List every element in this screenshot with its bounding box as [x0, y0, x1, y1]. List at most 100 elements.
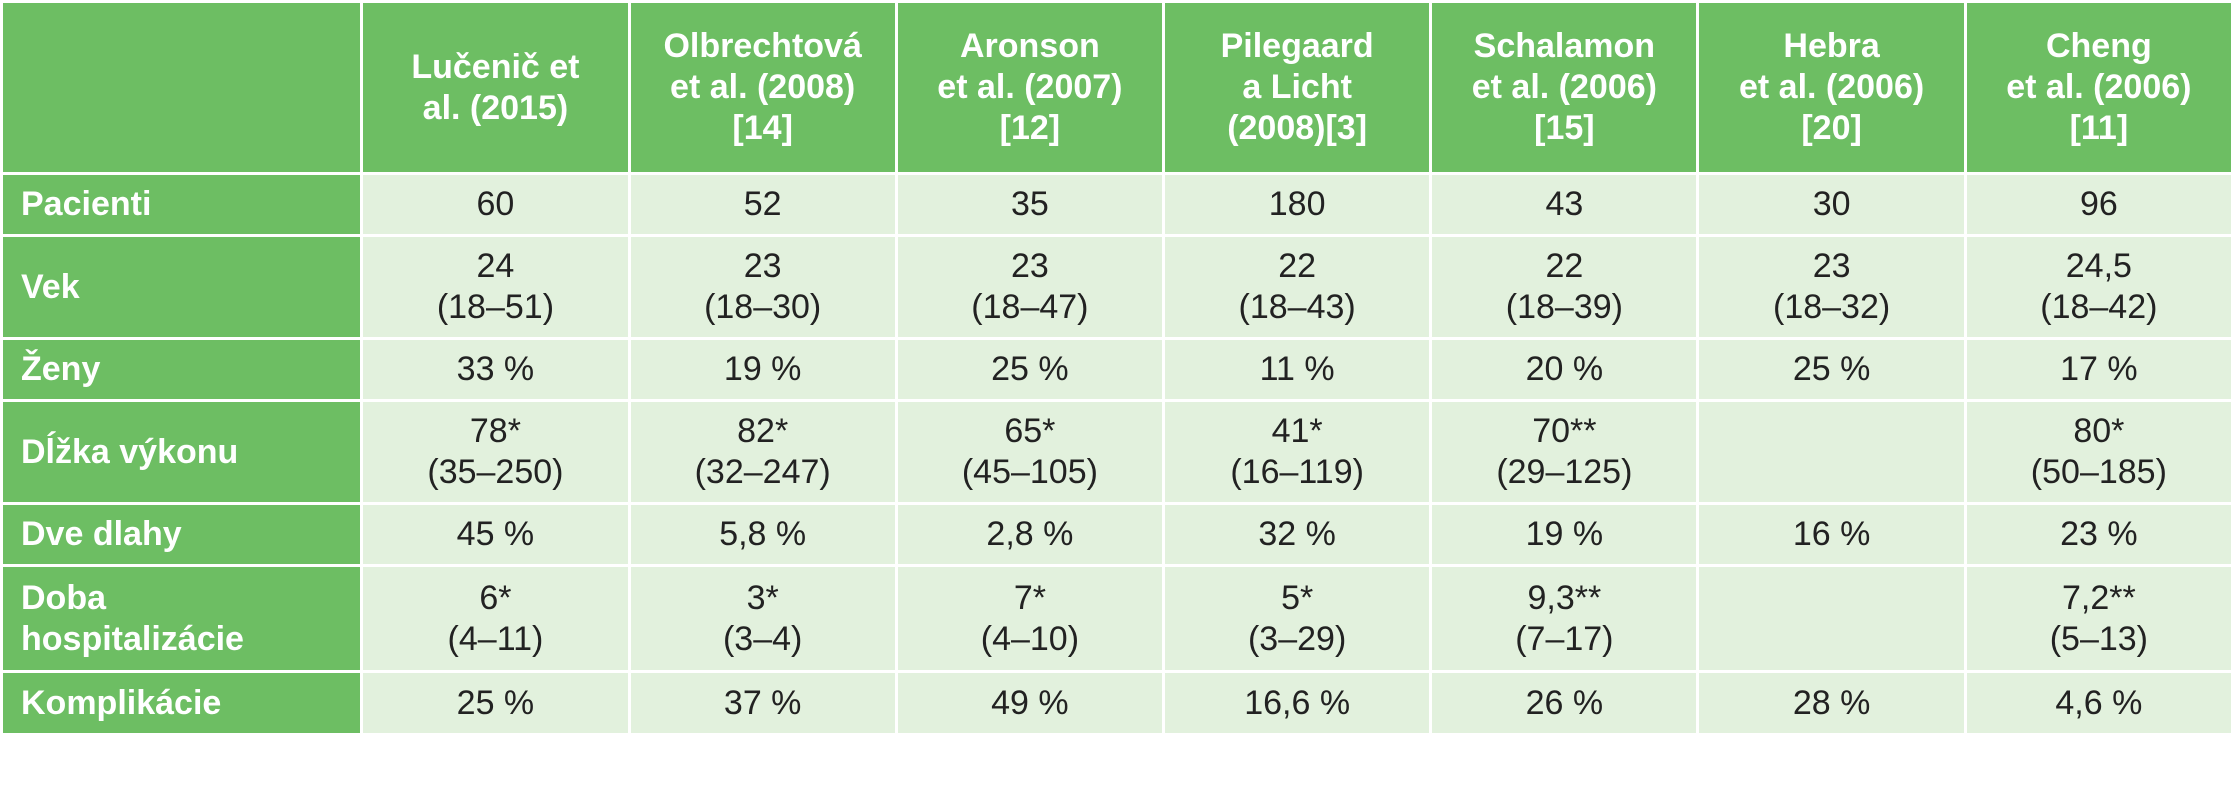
cell-value: 23 % [2060, 515, 2138, 553]
table-row: Vek 24 (18–51) 23 (18–30) 23 (18–47) 22 (18–… [0, 234, 2234, 340]
cell-value: 20 % [1525, 350, 1604, 388]
table-cell: 37 % [627, 670, 898, 736]
column-header: Olbrechtová et al. (2008) [14] [627, 0, 898, 175]
table-cell: 24,5 (18–42) [1963, 234, 2234, 340]
table-cell: 80* (50–185) [1963, 399, 2234, 505]
cell-value: 70** [1532, 412, 1597, 450]
column-header: Lučenič et al. (2015) [360, 0, 631, 175]
column-header-line: [14] [732, 109, 793, 147]
cell-value: 9,3** [1527, 578, 1602, 617]
table-row: Ženy 33 % 19 % 25 % 11 % 20 % 25 % 17 % [0, 337, 2234, 402]
table-cell: 22 (18–43) [1162, 234, 1433, 340]
table-cell: 22 (18–39) [1429, 234, 1700, 340]
table-cell: 25 % [1696, 337, 1967, 402]
table-cell: 25 % [360, 670, 631, 736]
comparison-table: Lučenič et al. (2015) Olbrechtová et al.… [0, 0, 2234, 736]
cell-range: (4–11) [447, 619, 544, 658]
cell-range: (4–10) [980, 619, 1080, 658]
cell-range: (18–32) [1773, 288, 1891, 326]
column-header-line: (2008)[3] [1227, 109, 1368, 147]
row-label-text: Ženy [21, 350, 101, 388]
table-cell: 52 [627, 172, 898, 237]
cell-value: 25 % [456, 683, 535, 722]
column-header: Hebra et al. (2006) [20] [1696, 0, 1967, 175]
cell-value: 26 % [1525, 683, 1604, 722]
cell-range: (18–42) [2040, 288, 2158, 326]
cell-value: 60 [476, 185, 515, 223]
table-cell: 23 (18–47) [894, 234, 1166, 340]
table-cell: 2,8 % [894, 502, 1166, 567]
cell-value: 24 [476, 247, 515, 285]
column-header-line: et al. (2006) [1471, 68, 1657, 106]
column-header-line: [12] [999, 109, 1061, 147]
cell-range: (45–105) [961, 453, 1098, 491]
cell-value: 78* [469, 412, 521, 450]
cell-range: (5–13) [2049, 619, 2148, 658]
row-label: Doba hospitalizácie [0, 564, 364, 673]
column-header: Cheng et al. (2006) [11] [1963, 0, 2234, 175]
cell-value: 180 [1268, 185, 1326, 223]
table-cell: 7* (4–10) [894, 564, 1166, 673]
cell-value: 80* [2073, 412, 2125, 450]
column-header-line: a Licht [1242, 68, 1352, 106]
row-label: Vek [0, 234, 364, 340]
cell-value: 82* [737, 412, 789, 450]
cell-value: 24,5 [2065, 247, 2132, 285]
table-cell: 28 % [1696, 670, 1967, 736]
column-header-line: Pilegaard [1220, 27, 1374, 65]
table-cell: 23 (18–32) [1696, 234, 1967, 340]
cell-value: 4,6 % [2055, 683, 2143, 722]
column-header-line: Hebra [1783, 27, 1880, 65]
header-row: Lučenič et al. (2015) Olbrechtová et al.… [0, 0, 2234, 175]
cell-value: 17 % [2060, 350, 2138, 388]
table-cell: 5* (3–29) [1162, 564, 1433, 673]
column-header: Aronson et al. (2007) [12] [894, 0, 1166, 175]
cell-value: 7,2** [2061, 578, 2136, 617]
table-row: Doba hospitalizácie 6* (4–11) 3* (3–4) 7* (4… [0, 564, 2234, 673]
table-cell: 41* (16–119) [1162, 399, 1433, 505]
cell-range: (18–51) [436, 288, 555, 326]
row-label-text: Pacienti [21, 185, 152, 223]
cell-value: 33 % [456, 350, 535, 388]
table-cell: 70** (29–125) [1429, 399, 1700, 505]
cell-value: 37 % [723, 683, 802, 722]
cell-value: 35 [1010, 185, 1049, 223]
table-cell: 49 % [894, 670, 1166, 736]
column-header-line: et al. (2007) [937, 68, 1123, 106]
table-cell: 16 % [1696, 502, 1967, 567]
cell-value: 22 [1545, 247, 1584, 285]
column-header-line: Schalamon [1473, 27, 1656, 65]
cell-range: (18–47) [971, 288, 1089, 326]
cell-value: 49 % [991, 683, 1069, 722]
table-cell: 23 % [1963, 502, 2234, 567]
row-label: Pacienti [0, 172, 364, 237]
cell-value: 32 % [1258, 515, 1336, 553]
cell-range: (18–39) [1505, 288, 1623, 326]
table-cell: 19 % [627, 337, 898, 402]
column-header-line: et al. (2006) [2006, 68, 2192, 106]
cell-range: (18–43) [1238, 288, 1356, 326]
table-cell: 5,8 % [627, 502, 898, 567]
cell-value: 23 [1812, 247, 1851, 285]
table-cell-empty [1696, 399, 1967, 505]
cell-value: 52 [743, 185, 782, 223]
table-cell: 20 % [1429, 337, 1700, 402]
table-cell: 33 % [360, 337, 631, 402]
cell-value: 43 [1545, 185, 1584, 223]
row-label-text: Komplikácie [21, 683, 222, 722]
table-cell: 19 % [1429, 502, 1700, 567]
cell-value: 16,6 % [1244, 683, 1351, 722]
cell-range: (7–17) [1515, 619, 1614, 658]
cell-value: 6* [479, 578, 512, 617]
cell-range: (16–119) [1230, 453, 1364, 491]
table-cell: 96 [1963, 172, 2234, 237]
row-label: Komplikácie [0, 670, 364, 736]
cell-value: 5,8 % [719, 515, 807, 553]
table-cell: 78* (35–250) [360, 399, 631, 505]
cell-range: (32–247) [694, 453, 831, 491]
cell-value: 45 % [456, 515, 535, 553]
table-cell: 6* (4–11) [360, 564, 631, 673]
column-header-line: Olbrechtová [663, 27, 862, 65]
table-row: Pacienti 60 52 35 180 43 30 96 [0, 172, 2234, 237]
cell-value: 23 [1010, 247, 1049, 285]
